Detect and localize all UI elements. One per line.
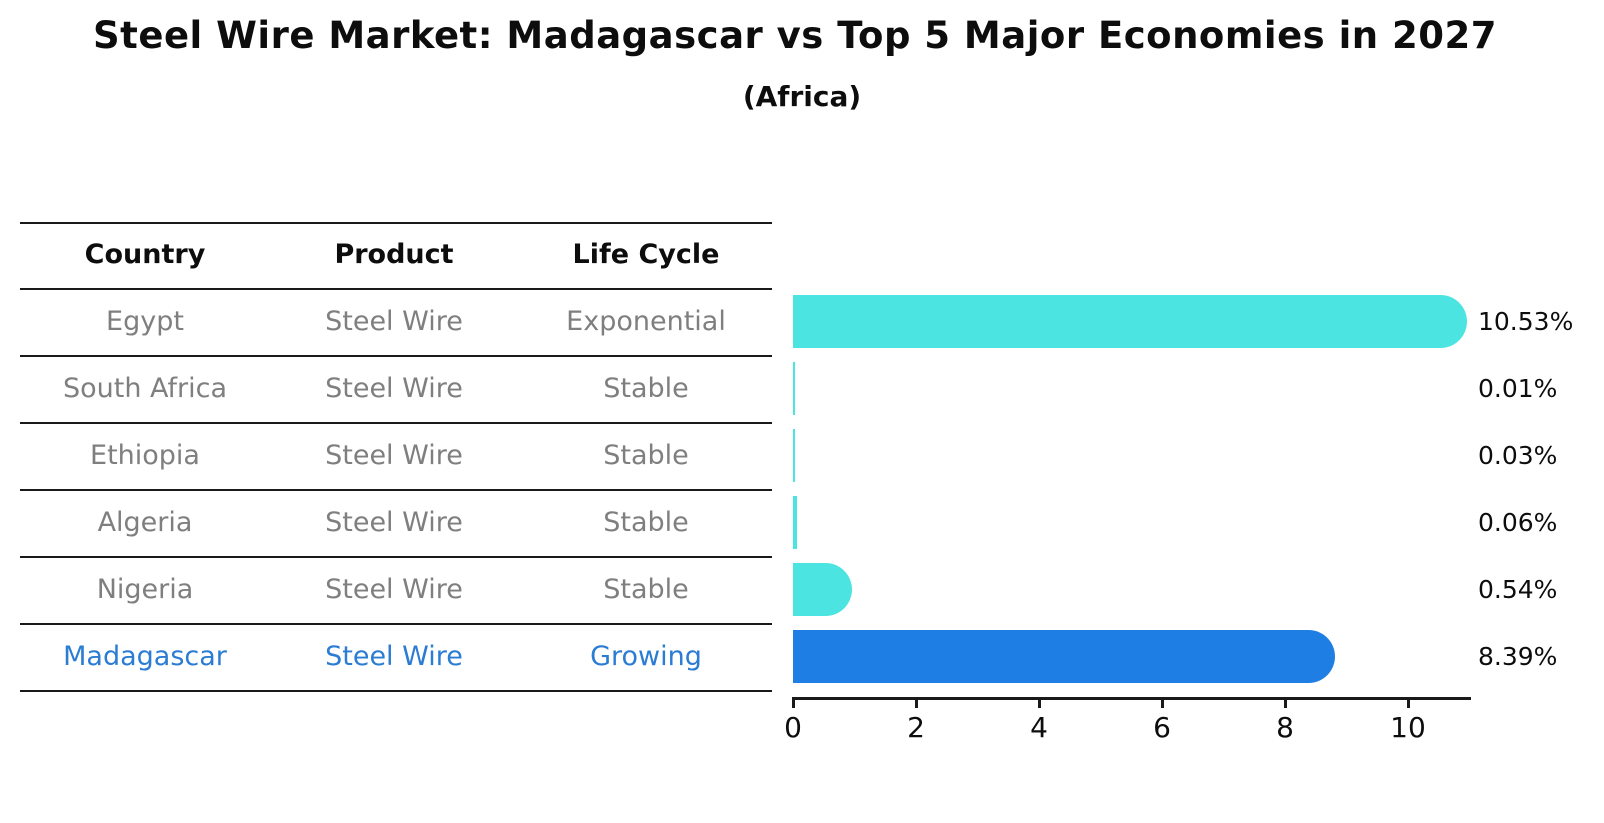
chart-subtitle: (Africa) (742, 80, 862, 113)
x-axis-tick (1037, 697, 1041, 708)
bar-value-label: 0.01% (1478, 374, 1558, 403)
bar-value-label: 10.53% (1478, 307, 1574, 336)
cell-life-cycle: Stable (603, 373, 689, 404)
bar-value-label: 0.06% (1478, 508, 1558, 537)
cell-life-cycle: Stable (603, 507, 689, 538)
x-axis-tick-label: 6 (1153, 711, 1171, 744)
cell-product: Steel Wire (325, 373, 463, 404)
x-axis-tick (1283, 697, 1287, 708)
table-rule (20, 690, 772, 692)
x-axis-tick-label: 8 (1276, 711, 1294, 744)
cell-country: Madagascar (63, 641, 227, 672)
bar-egypt (793, 295, 1467, 348)
cell-country: Nigeria (96, 574, 194, 605)
bar-value-label: 0.54% (1478, 575, 1558, 604)
cell-life-cycle: Stable (603, 574, 689, 605)
cell-product: Steel Wire (325, 574, 463, 605)
column-header-life-cycle: Life Cycle (572, 239, 720, 270)
x-axis-tick-label: 0 (784, 711, 802, 744)
x-axis-line (793, 697, 1471, 700)
x-axis-tick (1160, 697, 1164, 708)
table-rule (20, 355, 772, 357)
cell-life-cycle: Growing (590, 641, 702, 672)
column-header-country: Country (84, 239, 206, 270)
table-rule (20, 422, 772, 424)
cell-country: Egypt (106, 306, 184, 337)
cell-life-cycle: Exponential (566, 306, 726, 337)
table-rule (20, 489, 772, 491)
cell-product: Steel Wire (325, 440, 463, 471)
cell-life-cycle: Stable (603, 440, 689, 471)
x-axis-tick-label: 10 (1390, 711, 1426, 744)
x-axis-tick (1406, 697, 1410, 708)
x-axis-tick-label: 4 (1030, 711, 1048, 744)
table-rule (20, 288, 772, 290)
cell-country: Algeria (97, 507, 193, 538)
cell-product: Steel Wire (325, 641, 463, 672)
bar-ethiopia (793, 429, 795, 482)
cell-product: Steel Wire (325, 507, 463, 538)
x-axis-tick-label: 2 (907, 711, 925, 744)
bar-nigeria (793, 563, 853, 616)
cell-country: Ethiopia (90, 440, 200, 471)
x-axis-tick (791, 697, 795, 708)
bar-south-africa (793, 362, 795, 415)
x-axis-tick (914, 697, 918, 708)
table-rule (20, 623, 772, 625)
cell-product: Steel Wire (325, 306, 463, 337)
column-header-product: Product (334, 239, 454, 270)
table-rule (20, 222, 772, 224)
table-rule (20, 556, 772, 558)
bar-value-label: 8.39% (1478, 642, 1558, 671)
chart-title: Steel Wire Market: Madagascar vs Top 5 M… (93, 14, 1497, 57)
bar-algeria (793, 496, 797, 549)
bar-value-label: 0.03% (1478, 441, 1558, 470)
cell-country: South Africa (62, 373, 228, 404)
bar-madagascar (793, 630, 1335, 683)
